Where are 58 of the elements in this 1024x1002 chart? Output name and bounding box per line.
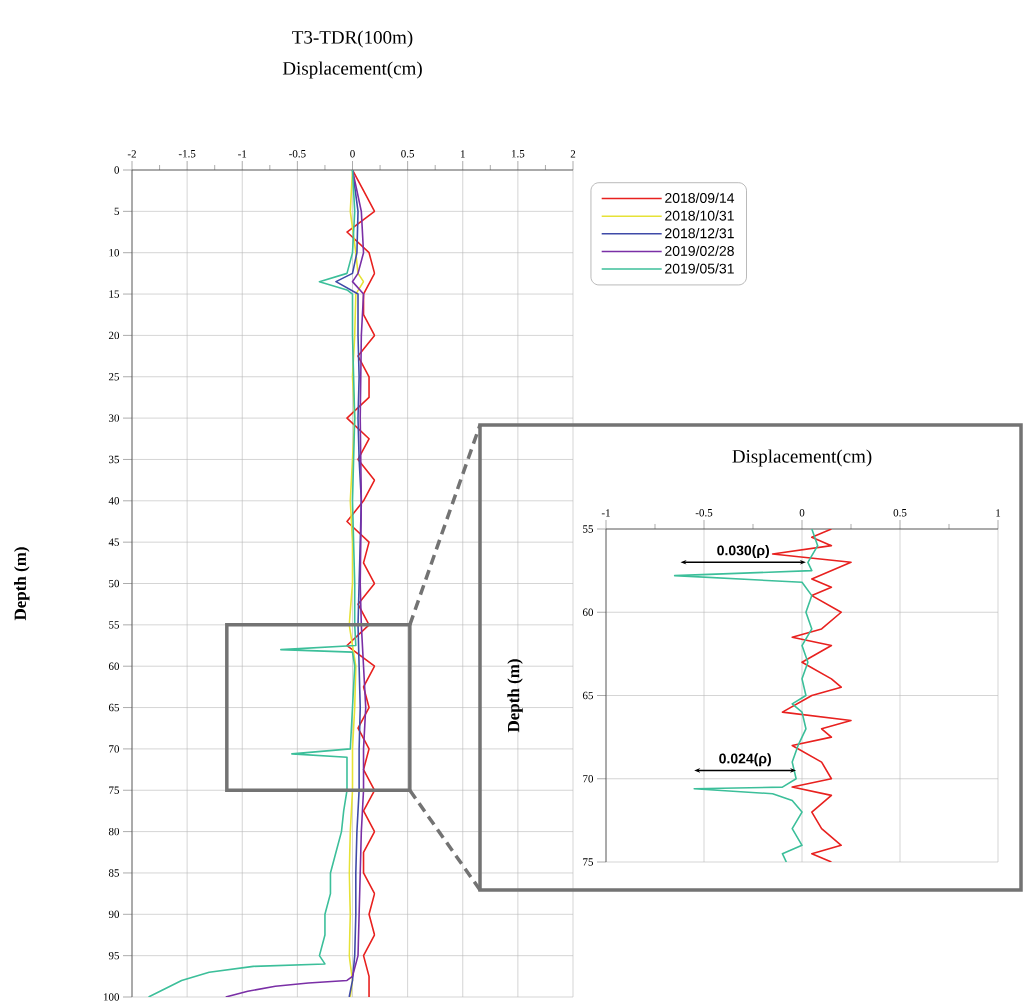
y-tick-label: 10 [109, 249, 120, 257]
x-tick-label: -1 [601, 509, 610, 517]
y-tick-label: 45 [108, 538, 120, 546]
y-axis-title: Depth (m) [14, 547, 30, 621]
y-tick-label: 80 [108, 827, 120, 836]
line-series [224, 170, 367, 998]
y-tick-label: 60 [582, 608, 594, 616]
legend-label: 2018/09/14 [665, 192, 735, 203]
x-axis-title: Displacement(cm) [732, 449, 872, 467]
line-series [673, 529, 819, 862]
y-tick-label: 50 [109, 579, 120, 588]
line-series [346, 170, 376, 998]
y-tick-label: 70 [109, 745, 120, 753]
x-tick-label: -0.5 [695, 509, 713, 517]
x-tick-label: 0 [799, 509, 805, 517]
x-tick-label: 1 [996, 509, 1001, 517]
y-tick-label: 25 [108, 373, 120, 381]
x-tick-label: -1 [238, 150, 247, 158]
annotation: 0.030(ρ) [717, 545, 770, 559]
y-tick-label: 30 [109, 414, 120, 422]
y-tick-label: 95 [108, 951, 120, 960]
y-tick-label: 85 [108, 869, 120, 877]
y-tick-label: 15 [109, 290, 120, 298]
y-tick-label: 55 [583, 525, 594, 533]
y-tick-label: 75 [583, 858, 594, 866]
y-tick-label: 40 [108, 497, 120, 505]
annotation: 0.024(ρ) [719, 753, 771, 767]
legend-label: 2018/10/31 [665, 210, 734, 221]
y-tick-label: 5 [114, 207, 120, 216]
x-tick-label: 1.5 [511, 150, 525, 158]
chart-title: T3-TDR(100m) [292, 30, 413, 48]
y-axis-title: Depth (m) [507, 659, 523, 733]
x-tick-label: -0.5 [289, 150, 306, 158]
y-tick-label: 55 [109, 621, 120, 629]
y-tick-label: 60 [108, 662, 120, 670]
x-tick-label: 0 [350, 150, 355, 158]
legend-label: 2019/02/28 [665, 245, 734, 256]
y-tick-label: 35 [109, 455, 120, 464]
y-tick-label: 65 [108, 703, 120, 712]
line-series [771, 529, 852, 862]
legend-label: 2019/05/31 [665, 263, 734, 274]
y-tick-label: 0 [114, 166, 120, 174]
line-series [147, 170, 357, 998]
x-tick-label: 0.5 [401, 150, 415, 158]
x-tick-label: 0.5 [893, 509, 907, 517]
y-tick-label: 20 [108, 331, 120, 340]
x-tick-label: 2 [570, 150, 576, 158]
y-tick-label: 75 [109, 786, 120, 794]
y-tick-label: 90 [108, 910, 120, 919]
x-tick-label: -2 [127, 150, 136, 158]
x-tick-label: -1.5 [178, 150, 196, 158]
x-tick-label: 1 [460, 150, 465, 158]
y-tick-label: 100 [103, 993, 120, 1001]
y-tick-label: 70 [583, 775, 594, 783]
line-series [348, 170, 365, 998]
legend-label: 2018/12/31 [665, 228, 734, 239]
x-axis-title: Displacement(cm) [282, 61, 422, 79]
y-tick-label: 65 [582, 691, 594, 700]
